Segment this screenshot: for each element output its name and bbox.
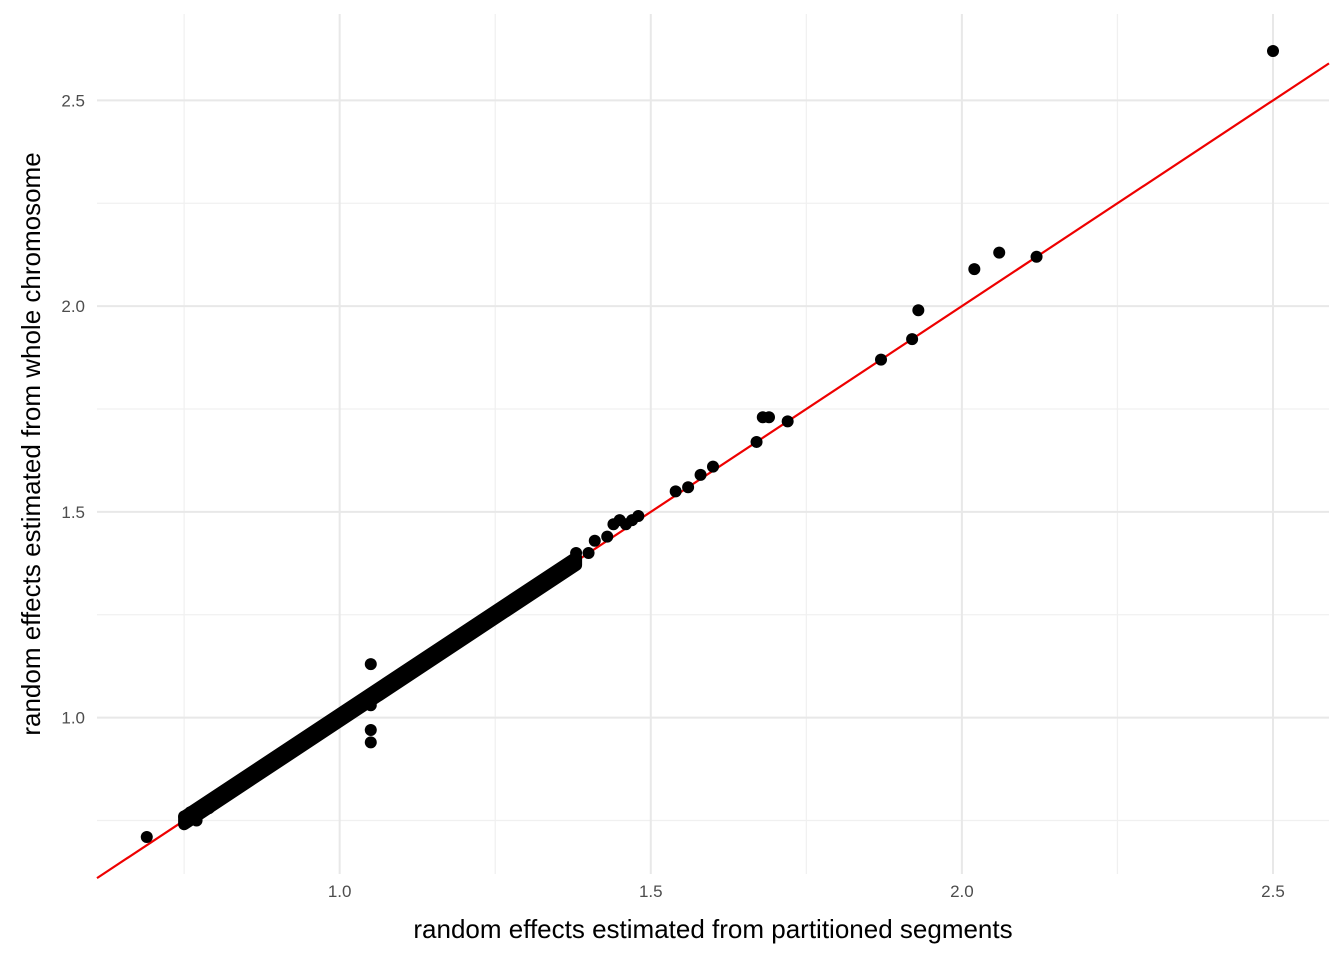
data-point <box>364 658 377 671</box>
data-point <box>364 736 377 749</box>
data-point <box>1267 45 1279 58</box>
data-point <box>875 353 887 366</box>
data-point <box>364 723 377 736</box>
data-point <box>140 830 153 843</box>
data-point <box>912 304 925 317</box>
data-point <box>184 806 197 819</box>
y-tick-label: 1.0 <box>61 709 85 728</box>
data-point <box>781 415 794 428</box>
x-tick-label: 2.0 <box>950 882 974 901</box>
data-point <box>588 534 601 547</box>
data-point <box>570 547 583 560</box>
data-point <box>364 699 377 712</box>
dense-point-band <box>178 551 583 831</box>
data-point <box>190 814 203 827</box>
data-point <box>1030 250 1043 263</box>
grid <box>97 14 1329 874</box>
data-points <box>140 45 1279 843</box>
data-point <box>601 530 614 543</box>
y-axis-tick-labels: 1.0 1.5 2.0 2.5 <box>61 91 85 727</box>
data-point <box>763 411 775 424</box>
data-point <box>203 802 215 815</box>
data-point <box>582 547 595 560</box>
x-tick-label: 1.0 <box>328 882 352 901</box>
data-point <box>968 263 981 276</box>
y-axis-title: random effects estimated from whole chro… <box>16 152 46 735</box>
x-axis-title: random effects estimated from partitione… <box>413 914 1012 944</box>
x-tick-label: 1.5 <box>639 882 663 901</box>
y-tick-label: 1.5 <box>61 503 85 522</box>
y-tick-label: 2.0 <box>61 297 85 316</box>
data-point <box>632 510 645 523</box>
data-point <box>707 460 719 473</box>
data-point <box>682 481 695 494</box>
data-point <box>750 435 763 448</box>
data-point <box>669 485 682 498</box>
data-point <box>694 468 707 481</box>
data-point <box>993 246 1006 259</box>
data-point <box>906 333 919 346</box>
x-axis-tick-labels: 1.0 1.5 2.0 2.5 <box>328 882 1285 901</box>
x-tick-label: 2.5 <box>1261 882 1285 901</box>
y-tick-label: 2.5 <box>61 91 85 110</box>
